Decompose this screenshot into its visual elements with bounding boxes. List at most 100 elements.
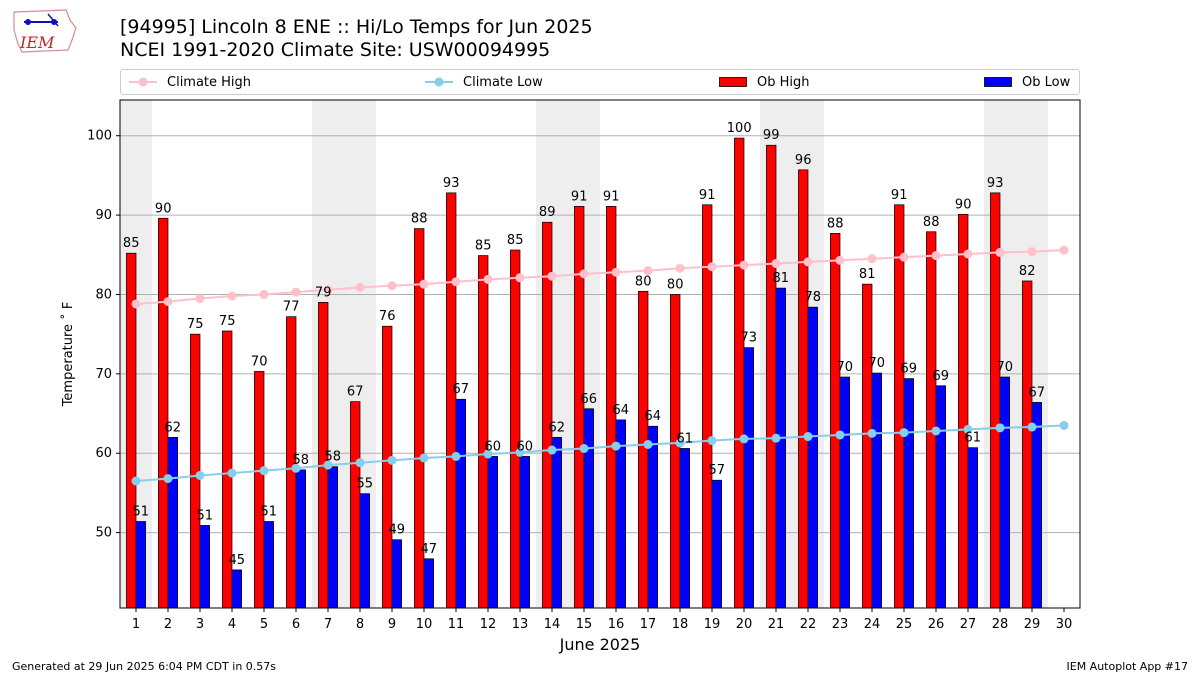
climate-high-point <box>259 289 269 299</box>
ob-high-bar <box>1022 280 1033 609</box>
climate-high-point <box>835 255 845 265</box>
bars <box>126 137 1042 609</box>
ob-high-bar-label: 82 <box>1019 264 1036 279</box>
ob-low-bar <box>199 525 210 609</box>
climate-high-point <box>483 274 493 284</box>
ob-high-bar-label: 75 <box>219 314 236 329</box>
climate-low-point <box>419 453 429 463</box>
y-tick-label: 70 <box>95 367 112 382</box>
climate-low-point <box>291 463 301 473</box>
ob-high-bar <box>574 206 585 609</box>
x-tick-label: 26 <box>928 617 945 632</box>
ob-high-bar-label: 75 <box>187 317 204 332</box>
ob-low-bar-label: 49 <box>389 523 406 538</box>
climate-low-point <box>707 436 717 446</box>
ob-low-bar <box>391 539 402 609</box>
ob-high-bar-label: 77 <box>283 300 300 315</box>
ob-low-bar <box>487 456 498 609</box>
ob-high-bar <box>830 233 841 609</box>
ob-low-bar-label: 81 <box>773 271 790 286</box>
climate-high-point <box>771 259 781 269</box>
climate-low-point <box>867 428 877 438</box>
ob-high-bar <box>382 325 393 609</box>
climate-high-point <box>163 297 173 307</box>
ob-low-bar-label: 69 <box>901 362 918 377</box>
climate-high-point <box>547 271 557 281</box>
climate-low-line <box>135 424 1065 482</box>
ob-high-bar-label: 81 <box>859 267 876 282</box>
ob-high-bar-label: 76 <box>379 309 396 324</box>
climate-low-point <box>675 438 685 448</box>
generated-timestamp: Generated at 29 Jun 2025 6:04 PM CDT in … <box>12 660 277 673</box>
ob-low-bar <box>1031 402 1042 609</box>
x-tick-label: 30 <box>1056 617 1073 632</box>
ob-low-bar <box>935 385 946 609</box>
climate-low-point <box>515 447 525 457</box>
ob-low-bar-label: 45 <box>229 553 246 568</box>
ob-low-bar-label: 60 <box>517 439 534 454</box>
x-tick-label: 3 <box>196 617 204 632</box>
ob-high-bar-label: 85 <box>475 239 492 254</box>
ob-low-bar <box>519 456 530 609</box>
y-tick-label: 50 <box>95 526 112 541</box>
bar-value-labels: 85 90 75 75 70 77 79 67 76 88 93 85 85 89 91 91 80 80 91 10… <box>123 121 1045 568</box>
legend-climate-high: Climate High <box>129 73 251 91</box>
y-tick-label: 60 <box>95 446 112 461</box>
x-tick-label: 19 <box>704 617 721 632</box>
ob-low-bar <box>839 376 850 609</box>
climate-high-point <box>451 277 461 287</box>
ob-low-bar-label: 66 <box>581 392 598 407</box>
x-tick-label: 12 <box>480 617 497 632</box>
ob-low-bar-label: 67 <box>1029 385 1046 400</box>
ob-low-bar-label: 61 <box>965 431 982 446</box>
x-tick-label: 18 <box>672 617 689 632</box>
climate-high-point <box>515 273 525 283</box>
ob-high-bar <box>190 333 201 609</box>
ob-low-bar-label: 78 <box>805 290 822 305</box>
climate-low-point <box>131 476 141 486</box>
ob-low-bar-label: 58 <box>293 453 310 468</box>
ob-high-bar <box>862 283 873 609</box>
climate-high-point <box>291 287 301 297</box>
logo-text: IEM <box>19 33 55 52</box>
climate-high-point <box>867 254 877 264</box>
climate-high-point <box>707 262 717 272</box>
ob-high-bar <box>350 401 361 609</box>
ob-high-bar-label: 91 <box>699 188 716 203</box>
y-tick-label: 100 <box>87 129 112 144</box>
x-tick-label: 10 <box>416 617 433 632</box>
plot-frame <box>119 99 1081 609</box>
ob-low-bar-label: 73 <box>741 331 758 346</box>
ob-high-bar <box>446 192 457 609</box>
ob-low-bar-label: 67 <box>453 382 470 397</box>
ob-high-bar <box>670 294 681 609</box>
ob-high-bar-label: 80 <box>667 277 684 292</box>
ob-high-bar <box>766 144 777 609</box>
climate-high-line <box>135 249 1065 305</box>
ob-high-bar-label: 67 <box>347 385 364 400</box>
climate-high-point <box>931 251 941 261</box>
climate-low-point <box>579 443 589 453</box>
ob-low-bar-label: 62 <box>165 420 182 435</box>
chart-legend: Climate High Climate Low Ob High Ob Low <box>120 69 1080 95</box>
ob-high-bar-label: 89 <box>539 205 556 220</box>
climate-high-point <box>1059 245 1069 255</box>
ob-low-bar <box>775 287 786 609</box>
ob-high-bar-label: 100 <box>727 121 752 136</box>
x-tick-label: 6 <box>292 617 300 632</box>
ob-high-bar-label: 93 <box>443 176 460 191</box>
x-tick-label: 15 <box>576 617 593 632</box>
climate-high-point <box>611 267 621 277</box>
ob-low-bar-label: 51 <box>133 504 150 519</box>
ob-low-bar-label: 51 <box>261 504 278 519</box>
ob-low-bar <box>647 425 658 609</box>
x-tick-label: 20 <box>736 617 753 632</box>
climate-low-point <box>259 466 269 476</box>
legend-line-skyblue-icon <box>425 77 453 87</box>
climate-high-point <box>227 291 237 301</box>
x-tick-label: 27 <box>960 617 977 632</box>
legend-label: Ob High <box>757 74 810 90</box>
x-tick-label: 22 <box>800 617 817 632</box>
ob-low-bar-label: 61 <box>677 431 694 446</box>
